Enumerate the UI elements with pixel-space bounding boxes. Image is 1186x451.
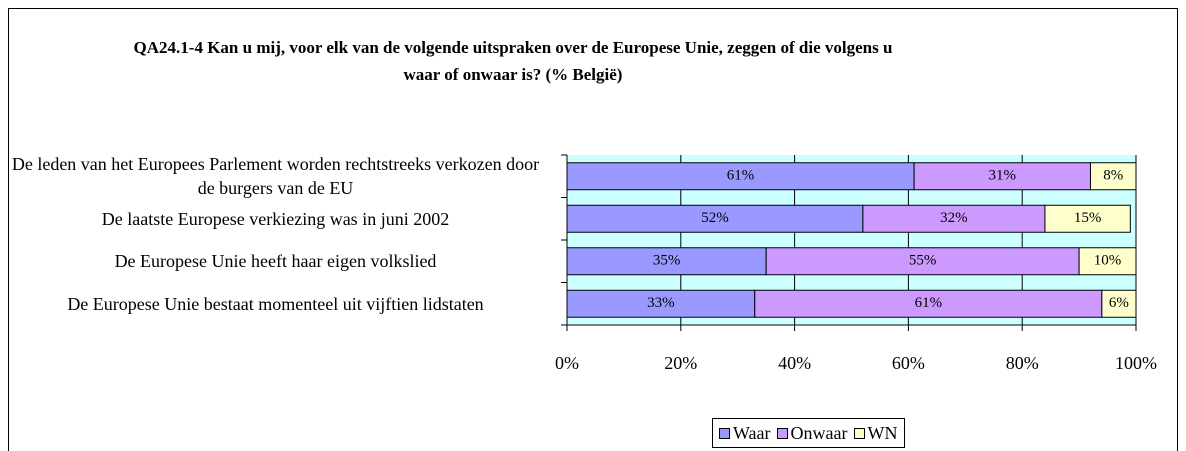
value-label: 6% [1109,295,1129,311]
legend-label: Onwaar [790,422,848,443]
bar-segment [566,247,767,276]
category-label: De leden van het Europees Parlement word… [11,154,540,199]
legend-item: Waar [719,423,771,444]
bar-segment [566,289,756,318]
value-label: 10% [1094,253,1122,269]
x-tick-label: 20% [664,353,697,373]
legend-item: Onwaar [776,422,848,444]
bar-segment [754,289,1103,318]
legend-swatch [776,427,788,439]
category-label: De laatste Europese verkiezing was in ju… [101,208,450,229]
chart-frame [8,8,1178,451]
x-tick-label: 100% [1115,353,1157,373]
legend-label: WN [867,422,898,443]
value-label: 31% [989,168,1017,184]
legend-swatch [719,427,730,439]
legend-item: WN [853,422,898,444]
value-label: 8% [1103,168,1123,184]
chart-title: QA24.1-4 Kan u mij, voor elk van de volg… [133,38,893,84]
value-label: 55% [909,253,937,269]
x-tick-label: 0% [555,353,579,373]
bar-segment [566,204,864,233]
legend: Waar Onwaar WN [712,418,905,448]
value-label: 33% [647,295,675,311]
value-label: 61% [727,168,755,184]
bar-segment [1101,289,1137,318]
bar-segment [765,247,1080,276]
legend-swatch [853,427,865,439]
category-label: De Europese Unie heeft haar eigen volksl… [114,251,437,272]
bar-segment [862,204,1046,233]
value-label: 32% [940,210,968,226]
bar-segment [1078,247,1137,276]
bar-segment [1044,204,1131,233]
x-tick-label: 80% [1006,353,1039,373]
category-label: De Europese Unie bestaat momenteel uit v… [67,293,484,314]
x-tick-label: 40% [778,353,811,373]
value-label: 61% [915,295,943,311]
value-label: 15% [1074,210,1102,226]
value-label: 52% [701,210,729,226]
value-label: 35% [653,253,681,269]
bar-segment [1089,162,1137,191]
legend-label: Waar [733,422,771,443]
bar-segment [566,162,915,191]
x-tick-label: 60% [892,353,925,373]
